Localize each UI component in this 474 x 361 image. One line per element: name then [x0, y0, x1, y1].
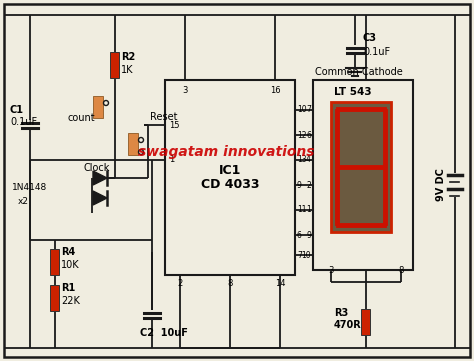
Text: 7: 7: [297, 251, 302, 260]
Text: R4: R4: [61, 247, 75, 257]
Text: 1K: 1K: [121, 65, 134, 75]
Text: 8: 8: [228, 279, 233, 288]
Text: Reset: Reset: [150, 112, 177, 122]
Text: 12: 12: [297, 130, 307, 139]
Text: 1N4148: 1N4148: [12, 183, 47, 192]
Polygon shape: [93, 191, 107, 205]
Text: swagatam innovations: swagatam innovations: [138, 145, 315, 159]
Text: 6: 6: [297, 231, 302, 239]
Text: 9: 9: [297, 180, 302, 190]
Text: 3: 3: [182, 86, 188, 95]
Text: 16: 16: [270, 86, 280, 95]
Text: 8: 8: [398, 266, 404, 275]
Text: 0.1uF: 0.1uF: [363, 47, 390, 57]
Text: 7: 7: [306, 105, 311, 114]
Text: C3: C3: [363, 33, 377, 43]
Bar: [128, 133, 138, 155]
Text: 10: 10: [301, 251, 311, 260]
Text: 1: 1: [169, 156, 174, 165]
Text: IC1
CD 4033: IC1 CD 4033: [201, 164, 259, 191]
Text: 22K: 22K: [61, 296, 80, 306]
Text: x2: x2: [18, 196, 29, 205]
Text: count: count: [68, 113, 96, 123]
Text: 3: 3: [328, 266, 334, 275]
Text: 14: 14: [275, 279, 285, 288]
Bar: [93, 96, 103, 118]
Text: C1: C1: [10, 105, 24, 115]
Polygon shape: [93, 171, 107, 185]
Text: R1: R1: [61, 283, 75, 293]
Bar: [362, 309, 371, 335]
Text: Clock: Clock: [84, 163, 110, 173]
Text: C2  10uF: C2 10uF: [140, 328, 188, 338]
Text: 0.1uF: 0.1uF: [10, 117, 37, 127]
Text: R3
470R: R3 470R: [334, 308, 362, 330]
Text: 1: 1: [306, 205, 311, 214]
Bar: [51, 285, 60, 311]
Bar: [51, 249, 60, 275]
Text: 13: 13: [297, 156, 307, 165]
Bar: [331, 102, 391, 232]
Text: 9V DC: 9V DC: [436, 169, 446, 201]
Text: 2: 2: [177, 279, 182, 288]
Text: 11: 11: [297, 205, 307, 214]
Bar: [165, 80, 295, 275]
Text: 10K: 10K: [61, 260, 80, 270]
Text: R2: R2: [121, 52, 135, 62]
Bar: [110, 52, 119, 78]
Text: Common Cathode: Common Cathode: [315, 67, 403, 77]
Bar: [313, 80, 413, 270]
Text: 6: 6: [306, 130, 311, 139]
Text: 4: 4: [306, 156, 311, 165]
Text: 2: 2: [306, 180, 311, 190]
Text: 10: 10: [297, 105, 307, 114]
Text: 9: 9: [306, 231, 311, 239]
Text: LT 543: LT 543: [334, 87, 372, 97]
Text: 15: 15: [169, 121, 180, 130]
